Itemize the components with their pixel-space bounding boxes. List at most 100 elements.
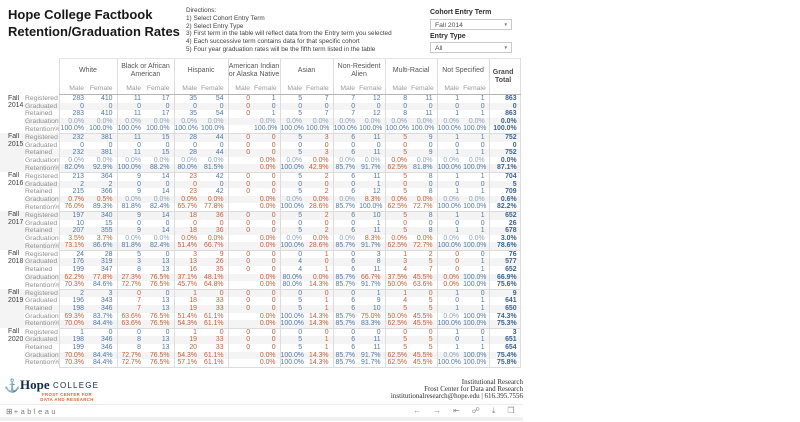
table-cell[interactable]: 0 — [227, 149, 255, 157]
table-cell[interactable]: 1 — [463, 210, 490, 220]
table-cell[interactable]: 1 — [480, 95, 485, 102]
table-cell[interactable]: 66.9% — [488, 273, 521, 282]
undo-icon[interactable]: ← — [413, 406, 421, 415]
table-cell[interactable]: 0.0% — [259, 195, 276, 203]
table-cell[interactable]: 0 — [279, 141, 307, 150]
table-cell[interactable]: 6 — [332, 227, 360, 235]
table-cell[interactable]: 62.5% — [384, 242, 412, 251]
table-cell[interactable]: 577 — [488, 258, 521, 267]
table-cell[interactable]: 8.3% — [364, 234, 381, 242]
table-cell[interactable]: 0 — [271, 102, 276, 110]
table-cell[interactable]: 28 — [173, 132, 202, 142]
table-cell[interactable]: 100.0% — [58, 125, 88, 134]
table-cell[interactable]: 0 — [376, 102, 381, 110]
table-cell[interactable]: 11 — [425, 110, 433, 118]
table-cell[interactable]: 678 — [488, 227, 521, 235]
table-cell[interactable]: 0.0% — [207, 156, 224, 164]
table-cell[interactable]: 0 — [436, 266, 464, 274]
table-cell[interactable]: 0.0% — [312, 234, 329, 242]
table-cell[interactable]: 9 — [376, 297, 381, 305]
table-cell[interactable]: 91.7% — [361, 164, 381, 172]
table-cell[interactable]: 66.7% — [203, 242, 224, 250]
table-cell[interactable]: 54.3% — [173, 320, 202, 329]
table-cell[interactable]: 35 — [173, 94, 202, 103]
table-cell[interactable]: 4 — [279, 258, 307, 267]
table-cell[interactable]: 45.7% — [173, 281, 202, 290]
table-cell[interactable]: 84.4% — [92, 320, 113, 328]
share-icon[interactable]: ☍ — [471, 406, 480, 415]
table-cell[interactable]: 641 — [488, 297, 521, 306]
table-cell[interactable] — [227, 281, 255, 290]
table-cell[interactable]: 0 — [436, 180, 464, 189]
table-cell[interactable]: 91.7% — [361, 242, 381, 250]
table-cell[interactable]: 0 — [227, 227, 255, 235]
table-cell[interactable]: 1 — [436, 327, 464, 337]
table-cell[interactable]: 0 — [227, 327, 255, 337]
table-cell[interactable]: 0.0% — [364, 117, 381, 125]
table-cell[interactable]: 0.0% — [364, 156, 381, 164]
table-cell[interactable]: 7 — [116, 305, 145, 313]
table-cell[interactable]: 72.7% — [413, 242, 433, 250]
table-cell[interactable]: 78.6% — [488, 242, 521, 251]
table-cell[interactable]: 5 — [279, 227, 307, 235]
table-cell[interactable]: 5 — [384, 305, 412, 313]
table-cell[interactable] — [227, 273, 255, 282]
table-cell[interactable]: 196 — [58, 297, 88, 306]
table-cell[interactable]: 80.0% — [279, 281, 307, 290]
table-cell[interactable]: 75.8% — [488, 359, 521, 368]
table-cell[interactable]: 0 — [279, 219, 307, 228]
table-cell[interactable]: 0.0% — [116, 117, 145, 126]
contact-line[interactable]: institutionalresearch@hope.edu | 616.395… — [390, 391, 523, 400]
table-cell[interactable]: 0.7% — [58, 195, 88, 204]
table-cell[interactable]: 0 — [173, 180, 202, 189]
table-cell[interactable]: 2 — [58, 288, 88, 298]
reset-icon[interactable]: ⇤ — [453, 406, 460, 415]
table-cell[interactable]: 65.7% — [173, 203, 202, 212]
table-cell[interactable]: 51.4% — [173, 312, 202, 321]
table-cell[interactable]: 92.9% — [92, 164, 113, 172]
table-cell[interactable]: 12 — [372, 95, 381, 102]
table-cell[interactable]: 100.0% — [116, 164, 145, 173]
table-cell[interactable]: 10 — [372, 305, 381, 313]
table-cell[interactable]: 62.5% — [384, 320, 412, 329]
table-cell[interactable]: 1 — [463, 132, 490, 142]
table-cell[interactable]: 0 — [271, 305, 276, 313]
table-cell[interactable]: 0.0% — [468, 234, 485, 242]
table-cell[interactable]: 0.0% — [259, 351, 276, 359]
table-cell[interactable]: 18 — [173, 227, 202, 235]
table-cell[interactable]: 26 — [215, 258, 224, 266]
table-cell[interactable]: 1 — [480, 344, 485, 351]
table-cell[interactable]: 0.0% — [173, 234, 202, 243]
table-cell[interactable]: 5 — [384, 344, 412, 352]
table-cell[interactable]: 1 — [436, 132, 464, 142]
table-cell[interactable]: 0 — [480, 102, 485, 110]
table-cell[interactable]: 82.0% — [58, 164, 88, 173]
table-cell[interactable]: 6 — [332, 336, 360, 344]
table-cell[interactable]: 0 — [227, 110, 255, 118]
table-cell[interactable]: 0 — [227, 219, 255, 228]
table-cell[interactable]: 5 — [428, 258, 433, 266]
table-cell[interactable]: 0 — [488, 102, 521, 111]
table-cell[interactable]: 14 — [145, 171, 175, 181]
table-cell[interactable]: 0 — [428, 180, 433, 188]
table-cell[interactable]: 1 — [480, 258, 485, 266]
table-cell[interactable]: 2 — [58, 180, 88, 189]
table-cell[interactable]: 0 — [173, 141, 202, 150]
table-cell[interactable]: 86.6% — [92, 242, 113, 250]
table-cell[interactable]: 0 — [384, 180, 412, 189]
table-cell[interactable]: 0.0% — [488, 156, 521, 165]
table-cell[interactable]: 0.0% — [436, 312, 464, 321]
table-cell[interactable]: 0 — [254, 171, 281, 181]
table-cell[interactable]: 76.5% — [149, 351, 170, 359]
table-cell[interactable]: 7 — [332, 110, 360, 118]
table-cell[interactable]: 5 — [279, 210, 307, 220]
table-cell[interactable]: 5 — [116, 249, 145, 259]
table-cell[interactable]: 0 — [227, 171, 255, 181]
table-cell[interactable]: 7 — [324, 110, 329, 118]
table-cell[interactable]: 72.7% — [413, 203, 433, 211]
fullscreen-icon[interactable]: ❒ — [507, 406, 515, 415]
table-cell[interactable]: 1 — [436, 149, 464, 157]
table-cell[interactable]: 17 — [161, 95, 170, 102]
table-cell[interactable]: 82.2% — [488, 203, 521, 212]
table-cell[interactable]: 346 — [101, 344, 113, 351]
